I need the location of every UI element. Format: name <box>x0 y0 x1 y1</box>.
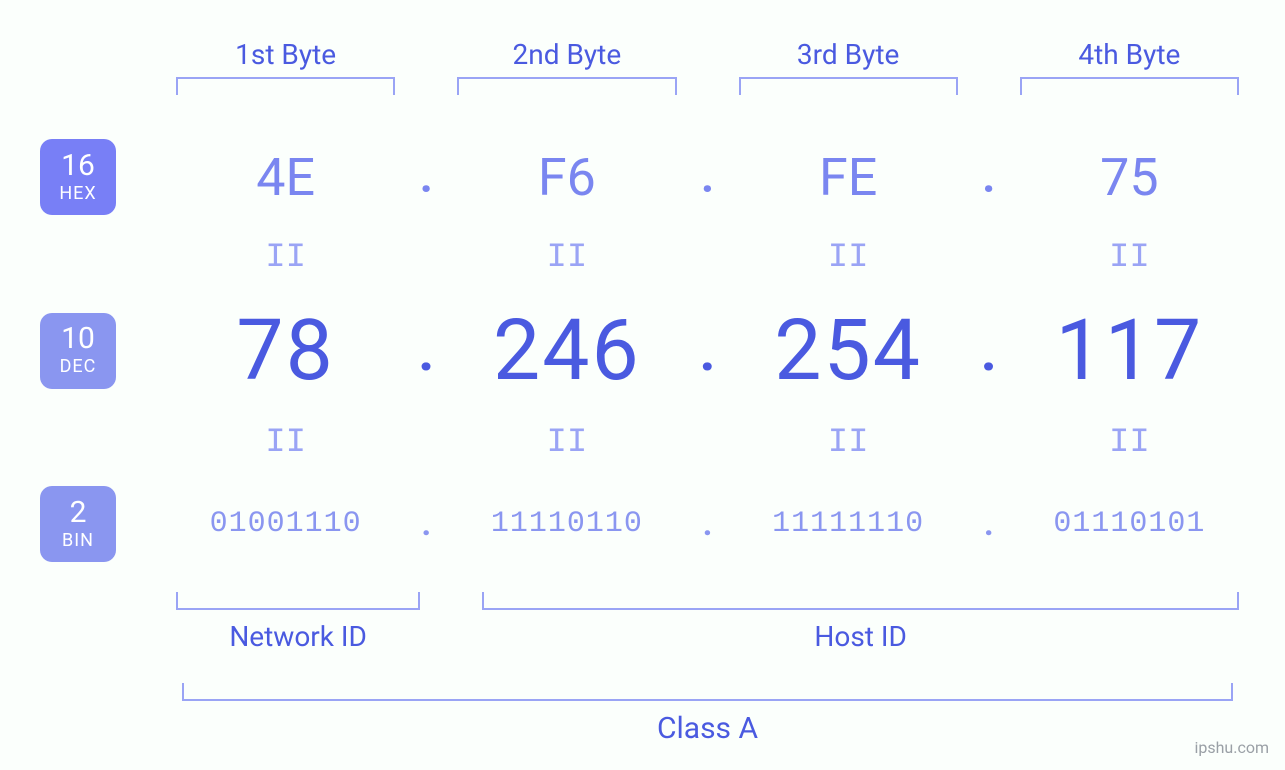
bracket-icon <box>739 77 958 95</box>
bracket-icon <box>176 77 395 95</box>
equals-icon: II <box>733 215 964 301</box>
equals-row: II II II II <box>40 215 1245 301</box>
hex-row: 16 HEX 4E . F6 . FE . 75 <box>40 139 1245 215</box>
dec-byte-1: 78 <box>170 301 401 400</box>
byte-label-1: 1st Byte <box>170 38 401 71</box>
ip-diagram: 1st Byte 2nd Byte 3rd Byte 4th Byte 16 H… <box>0 0 1285 766</box>
bracket-icon <box>482 592 1239 610</box>
host-id-label: Host ID <box>476 620 1245 653</box>
equals-icon: II <box>451 400 682 486</box>
bin-row: 2 BIN 01001110 . 11110110 . 11111110 . 0… <box>40 486 1245 562</box>
equals-icon: II <box>1014 215 1245 301</box>
dot-separator: . <box>964 504 1014 544</box>
hex-byte-2: F6 <box>451 147 682 208</box>
dec-base-number: 10 <box>61 324 95 354</box>
bin-badge: 2 BIN <box>40 486 116 562</box>
hex-base-label: HEX <box>59 183 96 204</box>
dot-separator: . <box>401 150 451 204</box>
dec-byte-3: 254 <box>733 301 964 400</box>
equals-icon: II <box>451 215 682 301</box>
dot-separator: . <box>683 504 733 544</box>
hex-badge: 16 HEX <box>40 139 116 215</box>
class-label: Class A <box>176 711 1239 746</box>
attribution-text: ipshu.com <box>1194 738 1269 757</box>
dec-byte-4: 117 <box>1014 301 1245 400</box>
dec-base-label: DEC <box>60 356 97 377</box>
dot-separator: . <box>683 150 733 204</box>
bracket-icon <box>1020 77 1239 95</box>
dec-badge: 10 DEC <box>40 313 116 389</box>
equals-icon: II <box>170 400 401 486</box>
dot-separator: . <box>683 318 733 384</box>
equals-row: II II II II <box>40 400 1245 486</box>
bracket-icon <box>182 683 1233 701</box>
class-row: Class A <box>40 683 1245 746</box>
byte-brackets-row <box>40 77 1245 95</box>
equals-icon: II <box>1014 400 1245 486</box>
dec-byte-2: 246 <box>451 301 682 400</box>
byte-label-3: 3rd Byte <box>733 38 964 71</box>
bin-byte-3: 11111110 <box>733 507 964 541</box>
bin-byte-2: 11110110 <box>451 507 682 541</box>
bin-base-label: BIN <box>62 530 94 551</box>
bin-byte-1: 01001110 <box>170 507 401 541</box>
dot-separator: . <box>964 150 1014 204</box>
dot-separator: . <box>401 318 451 384</box>
equals-icon: II <box>733 400 964 486</box>
dot-separator: . <box>401 504 451 544</box>
bin-base-number: 2 <box>70 498 87 528</box>
net-host-row: Network ID Host ID <box>40 592 1245 653</box>
hex-byte-3: FE <box>733 147 964 208</box>
hex-base-number: 16 <box>61 151 95 181</box>
hex-byte-4: 75 <box>1014 147 1245 208</box>
hex-byte-1: 4E <box>170 147 401 208</box>
bin-byte-4: 01110101 <box>1014 507 1245 541</box>
bracket-icon <box>457 77 676 95</box>
dec-row: 10 DEC 78 . 246 . 254 . 117 <box>40 301 1245 400</box>
byte-label-4: 4th Byte <box>1014 38 1245 71</box>
equals-icon: II <box>170 215 401 301</box>
dot-separator: . <box>964 318 1014 384</box>
network-id-label: Network ID <box>170 620 426 653</box>
byte-label-2: 2nd Byte <box>451 38 682 71</box>
bracket-icon <box>176 592 420 610</box>
byte-header-row: 1st Byte 2nd Byte 3rd Byte 4th Byte <box>40 38 1245 71</box>
